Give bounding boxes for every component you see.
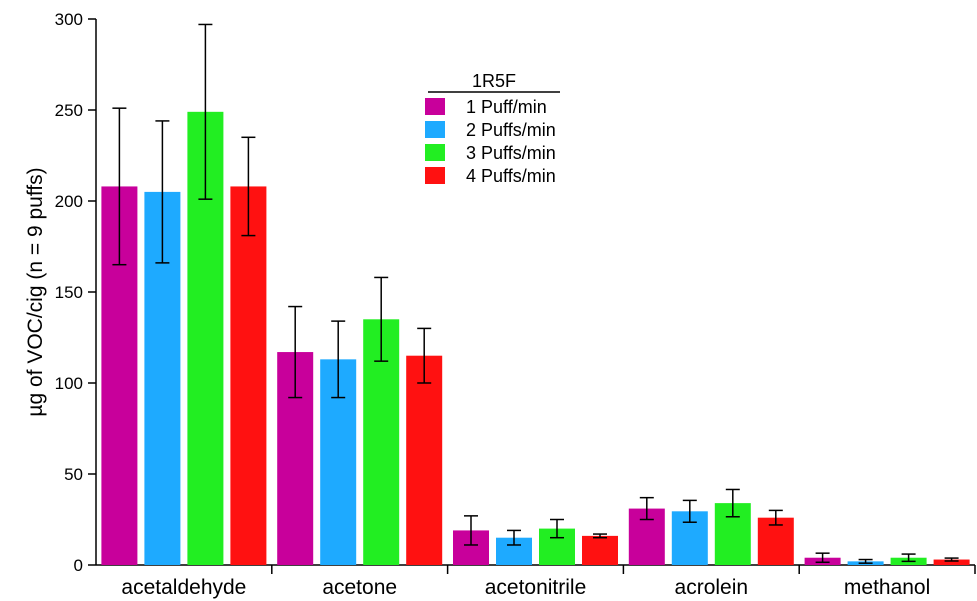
y-tick-label: 150 <box>55 283 83 302</box>
y-tick-label: 0 <box>74 556 83 575</box>
error-bars <box>112 23 959 564</box>
legend-swatch <box>425 167 445 184</box>
legend-entry-label: 4 Puffs/min <box>466 166 556 186</box>
bar-methanol-4 <box>933 559 970 565</box>
x-category-label: acetone <box>322 576 397 599</box>
x-category-label: acetonitrile <box>485 576 587 599</box>
x-category-label: methanol <box>844 576 930 599</box>
bar-acetaldehyde-4 <box>230 186 267 565</box>
y-axis-label: µg of VOC/cig (n = 9 puffs) <box>24 167 47 416</box>
y-tick-label: 50 <box>64 465 83 484</box>
legend: 1R5F 1 Puff/min 2 Puffs/min 3 Puffs/min 4 P… <box>425 71 560 186</box>
y-tick-label: 250 <box>55 101 83 120</box>
legend-swatch <box>425 121 445 138</box>
legend-entry-label: 1 Puff/min <box>466 97 547 117</box>
x-axis: acetaldehyde acetone acetonitrile acrolein m… <box>96 564 976 599</box>
legend-entry-label: 3 Puffs/min <box>466 143 556 163</box>
y-tick-label: 200 <box>55 192 83 211</box>
legend-title: 1R5F <box>472 71 516 91</box>
legend-swatch <box>425 144 445 161</box>
x-category-label: acrolein <box>675 576 749 599</box>
legend-entry-label: 2 Puffs/min <box>466 120 556 140</box>
y-tick-label: 100 <box>55 374 83 393</box>
bar-acetone-4 <box>406 355 443 565</box>
bar-acetonitrile-4 <box>582 535 618 565</box>
x-category-label: acetaldehyde <box>121 576 246 599</box>
y-tick-label: 300 <box>55 10 83 29</box>
legend-swatch <box>425 98 445 115</box>
y-axis: 0 50 100 150 200 250 300 <box>55 10 97 575</box>
